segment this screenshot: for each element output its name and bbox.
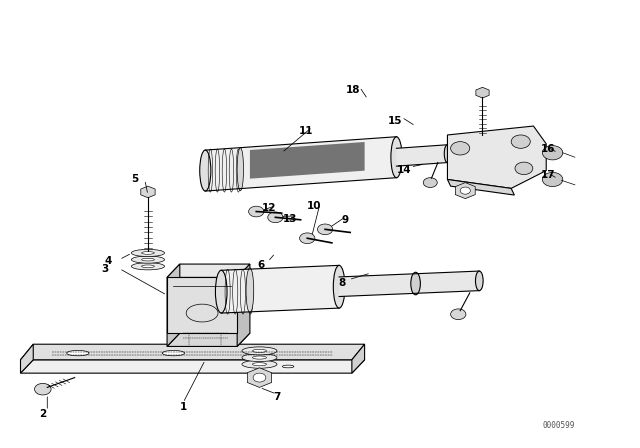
- Text: 17: 17: [541, 170, 556, 180]
- Circle shape: [451, 309, 466, 319]
- Polygon shape: [250, 142, 365, 179]
- Polygon shape: [221, 265, 339, 313]
- Polygon shape: [20, 344, 33, 373]
- Text: 0000599: 0000599: [543, 421, 575, 430]
- Polygon shape: [447, 126, 546, 188]
- Polygon shape: [167, 333, 250, 346]
- Text: 1: 1: [179, 401, 187, 412]
- Text: 9: 9: [342, 215, 349, 224]
- Circle shape: [253, 373, 266, 382]
- Circle shape: [268, 212, 283, 223]
- Circle shape: [511, 135, 531, 148]
- Circle shape: [542, 172, 563, 187]
- Ellipse shape: [67, 350, 89, 356]
- Ellipse shape: [141, 265, 154, 267]
- Polygon shape: [396, 145, 447, 166]
- Circle shape: [423, 178, 437, 188]
- Ellipse shape: [476, 271, 483, 291]
- Circle shape: [542, 146, 563, 160]
- Text: 5: 5: [132, 174, 139, 185]
- Ellipse shape: [242, 347, 277, 355]
- Ellipse shape: [141, 252, 154, 254]
- Text: 10: 10: [307, 201, 321, 211]
- Ellipse shape: [246, 268, 253, 313]
- Ellipse shape: [216, 270, 227, 313]
- Circle shape: [515, 162, 533, 175]
- Text: 15: 15: [388, 116, 403, 126]
- Polygon shape: [339, 271, 479, 297]
- Polygon shape: [167, 264, 250, 277]
- Polygon shape: [205, 137, 396, 191]
- Ellipse shape: [237, 148, 244, 191]
- Ellipse shape: [252, 349, 266, 353]
- Polygon shape: [447, 180, 515, 195]
- Text: 16: 16: [541, 144, 556, 154]
- Circle shape: [460, 187, 470, 194]
- Text: 12: 12: [262, 203, 276, 213]
- Ellipse shape: [200, 150, 211, 191]
- Circle shape: [35, 383, 51, 395]
- Polygon shape: [237, 264, 250, 346]
- Text: 18: 18: [346, 86, 360, 95]
- Ellipse shape: [391, 137, 402, 178]
- Ellipse shape: [131, 256, 164, 263]
- Text: 4: 4: [105, 255, 112, 266]
- Ellipse shape: [242, 360, 277, 368]
- Ellipse shape: [282, 365, 294, 368]
- Text: 13: 13: [283, 214, 298, 224]
- Text: 6: 6: [258, 260, 265, 270]
- Text: 14: 14: [397, 165, 412, 175]
- Ellipse shape: [242, 353, 277, 362]
- Polygon shape: [167, 277, 237, 333]
- Text: 3: 3: [101, 263, 108, 274]
- Ellipse shape: [333, 265, 345, 308]
- Ellipse shape: [141, 258, 154, 261]
- Ellipse shape: [252, 356, 266, 359]
- Polygon shape: [352, 344, 365, 373]
- Ellipse shape: [131, 263, 164, 270]
- Text: 8: 8: [339, 278, 346, 288]
- Polygon shape: [20, 344, 365, 360]
- Ellipse shape: [131, 250, 164, 257]
- Text: 11: 11: [299, 125, 313, 135]
- Ellipse shape: [444, 145, 451, 163]
- Text: 2: 2: [39, 409, 47, 419]
- Circle shape: [300, 233, 315, 244]
- Ellipse shape: [411, 272, 420, 295]
- Ellipse shape: [252, 363, 266, 366]
- Circle shape: [451, 142, 470, 155]
- Circle shape: [248, 206, 264, 217]
- Circle shape: [317, 224, 333, 235]
- Ellipse shape: [163, 350, 184, 356]
- Polygon shape: [167, 264, 180, 346]
- Text: 7: 7: [273, 392, 280, 402]
- Polygon shape: [20, 360, 365, 373]
